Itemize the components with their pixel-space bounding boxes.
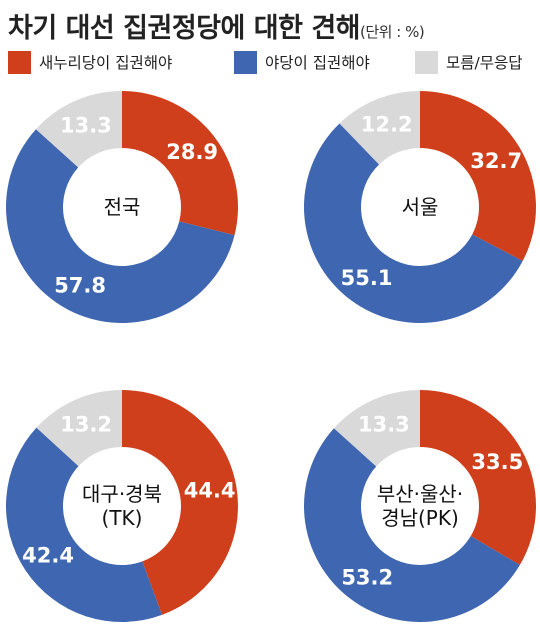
slice-tk-unknown	[36, 390, 122, 467]
unit-label: (단위 : %)	[360, 23, 425, 41]
value-label-tk-unknown: 13.2	[60, 413, 112, 437]
legend-item-unknown: 모름/무응답	[415, 50, 523, 74]
legend-label-unknown: 모름/무응답	[446, 54, 523, 72]
center-label-pk: 부산·울산· 경남(PK)	[377, 482, 463, 530]
slice-pk-unknown	[333, 390, 420, 467]
slice-seoul-opposition	[303, 123, 523, 324]
slice-seoul-unknown	[339, 91, 420, 165]
value-label-national-unknown: 13.3	[60, 114, 112, 138]
donut-seoul: 32.7 55.1 12.2 서울	[303, 91, 536, 324]
value-label-national-opposition: 57.8	[54, 274, 106, 298]
slice-pk-saenuri	[420, 390, 536, 566]
value-label-tk-saenuri: 44.4	[184, 478, 236, 502]
legend-item-saenuri: 새누리당이 집권해야	[8, 50, 172, 74]
donut-pk: 33.5 53.2 13.3 부산·울산· 경남(PK)	[303, 390, 536, 623]
slice-national-unknown	[35, 91, 122, 168]
chart-title: 차기 대선 집권정당에 대한 견해(단위 : %)	[8, 6, 425, 45]
legend-item-opposition: 야당이 집권해야	[234, 50, 370, 74]
center-label-tk: 대구·경북 (TK)	[82, 482, 162, 530]
legend-label-saenuri: 새누리당이 집권해야	[39, 54, 173, 72]
value-label-seoul-saenuri: 32.7	[470, 149, 522, 173]
slice-tk-saenuri	[122, 390, 238, 615]
center-label-national: 전국	[104, 195, 141, 219]
slice-pk-opposition	[303, 428, 520, 623]
value-label-seoul-unknown: 12.2	[361, 112, 413, 136]
center-label-seoul: 서울	[402, 195, 439, 219]
slice-national-opposition	[6, 129, 235, 323]
legend-label-opposition: 야당이 집권해야	[265, 54, 370, 72]
donut-national: 28.9 57.8 13.3 전국	[6, 91, 238, 323]
slice-seoul-saenuri	[420, 91, 536, 261]
legend-swatch-unknown	[415, 50, 438, 74]
value-label-pk-saenuri: 33.5	[471, 450, 523, 474]
slice-national-saenuri	[122, 91, 238, 236]
value-label-national-saenuri: 28.9	[166, 140, 218, 164]
value-label-pk-unknown: 13.3	[358, 413, 410, 437]
donut-charts: 28.9 57.8 13.3 전국 32.7 55.1 12.2 서울 44.4 42.4 13.2…	[6, 91, 536, 623]
donut-tk: 44.4 42.4 13.2 대구·경북 (TK)	[6, 390, 238, 622]
legend-swatch-saenuri	[8, 50, 31, 74]
value-label-seoul-opposition: 55.1	[341, 266, 393, 290]
legend-swatch-opposition	[234, 50, 257, 74]
value-label-pk-opposition: 53.2	[341, 566, 393, 590]
slice-tk-opposition	[6, 427, 162, 622]
title-text: 차기 대선 집권정당에 대한 견해	[8, 13, 361, 44]
value-label-tk-opposition: 42.4	[22, 544, 74, 568]
